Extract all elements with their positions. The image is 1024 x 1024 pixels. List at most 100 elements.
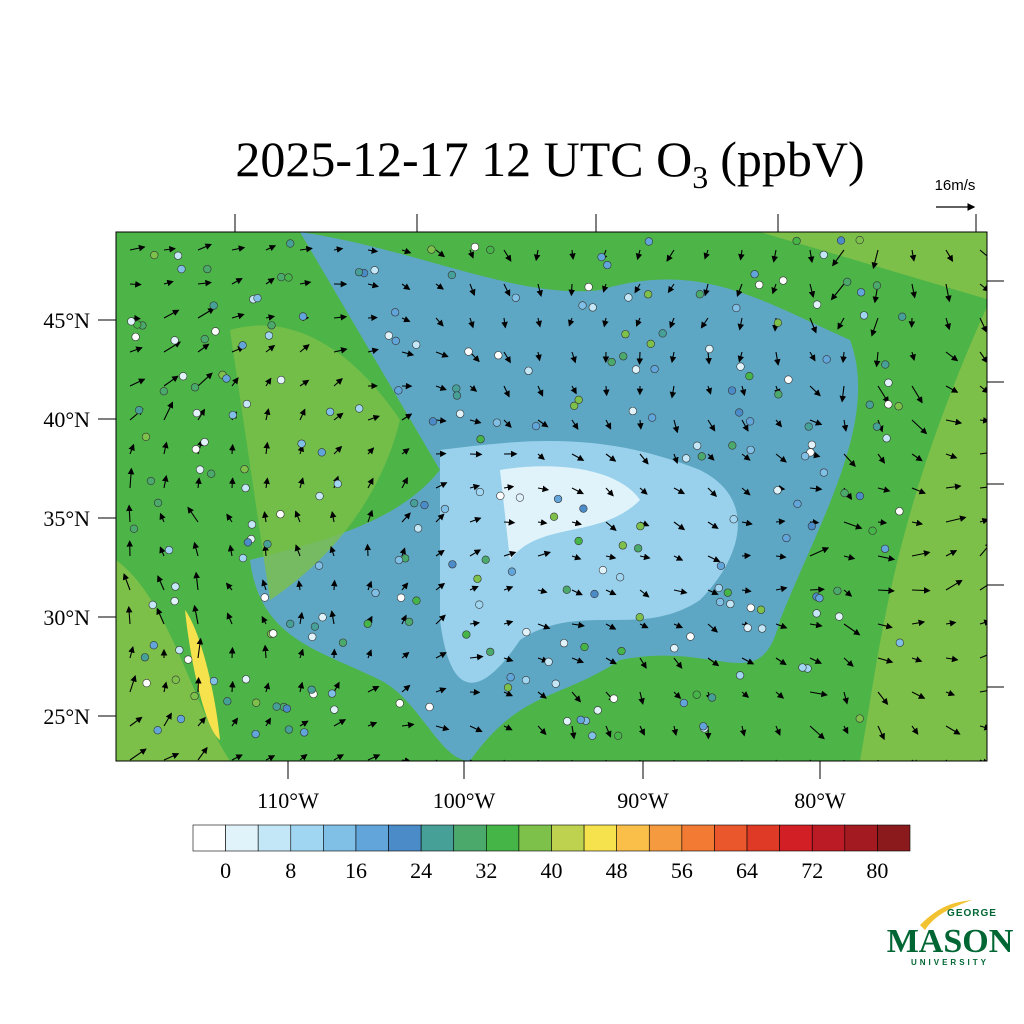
wind-arrow [299, 408, 306, 421]
colorbar-box [192, 824, 226, 852]
wind-arrow [775, 622, 788, 630]
wind-arrow [503, 619, 514, 627]
wind-arrow [400, 614, 407, 625]
wind-arrow [163, 712, 172, 727]
wind-arrow [707, 521, 719, 529]
wind-arrow [571, 487, 584, 495]
wind-vectors [122, 243, 987, 761]
station [486, 245, 495, 254]
wind-arrow [333, 378, 343, 387]
wind-arrow [296, 580, 303, 591]
colorbar-box [779, 824, 813, 852]
wind-arrow [605, 623, 617, 630]
station [705, 344, 714, 354]
station [588, 303, 597, 312]
station [140, 653, 149, 662]
wind-arrow [568, 283, 575, 297]
wind-arrow [367, 754, 381, 761]
wind-arrow [366, 580, 373, 591]
station [452, 384, 461, 393]
station [855, 235, 864, 245]
wind-arrow [870, 317, 879, 337]
station [496, 491, 505, 500]
colorbar-box [616, 824, 650, 852]
wind-arrow [639, 759, 641, 761]
wind-arrow [809, 419, 823, 426]
wind-arrow [435, 351, 449, 358]
wind-arrow [159, 512, 166, 523]
wind-arrow [775, 585, 788, 593]
station [578, 301, 587, 310]
wind-arrow [571, 657, 585, 664]
station [807, 522, 816, 531]
station [714, 583, 723, 593]
wind-arrow [639, 487, 648, 495]
wind-arrow [741, 691, 750, 698]
station [855, 714, 864, 723]
wind-arrow [367, 347, 379, 355]
wind-arrow [773, 351, 781, 366]
wind-arrow [639, 622, 649, 629]
station [223, 697, 232, 706]
wind-arrow [839, 385, 847, 403]
wind-arrow [842, 691, 849, 705]
colorbar-box [811, 824, 846, 852]
wind-arrow [671, 725, 679, 736]
wind-arrow [667, 283, 675, 294]
station [707, 693, 717, 702]
wind-arrow [537, 623, 551, 630]
wind-arrow [367, 414, 380, 422]
station [354, 268, 364, 277]
station [563, 717, 572, 726]
station [521, 676, 531, 685]
wind-arrow [192, 541, 200, 557]
station [391, 308, 400, 317]
wind-arrow [229, 680, 236, 693]
wind-arrow [468, 317, 475, 329]
wind-arrow [911, 587, 931, 594]
station [184, 655, 193, 664]
wind-arrow [263, 441, 270, 455]
wind-arrow [605, 759, 607, 761]
wind-arrow [911, 619, 926, 627]
station [315, 492, 324, 501]
station [551, 679, 560, 688]
station [598, 566, 608, 575]
wind-arrow [299, 379, 310, 387]
latitude-label: 45°N [43, 308, 90, 333]
station [412, 340, 421, 349]
wind-arrow [299, 279, 312, 287]
latitude-label: 25°N [43, 704, 90, 729]
station [260, 593, 269, 602]
wind-arrow [945, 452, 958, 460]
wind-arrow [156, 607, 165, 625]
wind-arrow [945, 759, 948, 761]
wind-arrow [163, 309, 180, 319]
station [840, 489, 849, 498]
station [300, 728, 309, 737]
wind-arrow [910, 283, 917, 299]
wind-arrow [231, 717, 239, 727]
station [131, 332, 140, 342]
wind-arrow [808, 283, 816, 298]
wind-arrow [197, 279, 212, 287]
wind-arrow [605, 487, 614, 497]
wind-arrow [741, 453, 751, 461]
wind-arrow [909, 249, 917, 262]
station [835, 612, 844, 621]
station [371, 588, 380, 598]
colorbar-box [257, 824, 292, 852]
station [252, 698, 261, 707]
wind-arrow [979, 654, 987, 659]
station [370, 266, 379, 275]
station [804, 422, 813, 431]
wind-arrow [911, 691, 926, 699]
colorbar-label: 48 [606, 858, 628, 883]
station [134, 406, 144, 415]
wind-arrow [673, 521, 686, 531]
latitude-label: 40°N [43, 407, 90, 432]
title: 2025-12-17 12 UTC O3 (ppbV) [235, 131, 864, 195]
station [580, 642, 589, 652]
station [264, 331, 274, 340]
station [251, 729, 260, 739]
